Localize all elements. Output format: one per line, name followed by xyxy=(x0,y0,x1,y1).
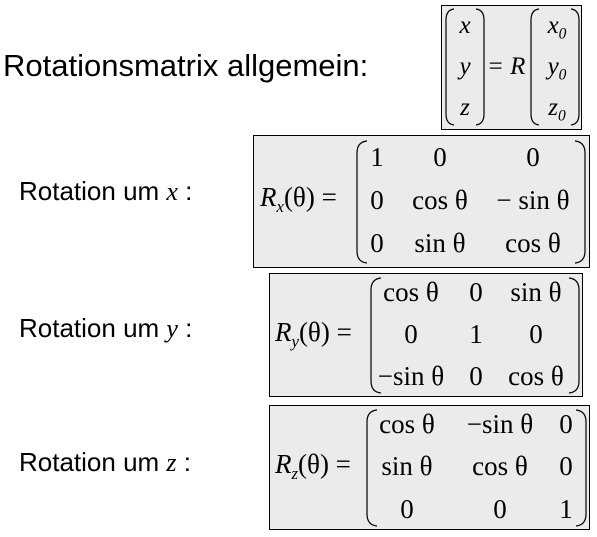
ry-r2c2: 1 xyxy=(469,319,483,349)
rz-r2c3: 0 xyxy=(559,451,573,481)
rotation-z-formula: Rz(θ) = cos θ −sin θ 0 sin θ cos θ 0 0 0… xyxy=(269,405,590,530)
rotation-x-lhs: Rx(θ) = xyxy=(260,182,337,216)
rx-r2c2: cos θ xyxy=(412,185,468,215)
ry-r1c1: cos θ xyxy=(383,277,439,307)
rx-r1c1: 1 xyxy=(370,142,384,172)
rz-r3c1: 0 xyxy=(400,494,414,524)
ry-r2c3: 0 xyxy=(529,319,543,349)
rotation-x-left-paren xyxy=(356,140,368,264)
ry-r3c2: 0 xyxy=(469,361,483,391)
rx-r2c1: 0 xyxy=(370,185,384,215)
right-paren-lhs xyxy=(475,8,485,126)
rz-r1c3: 0 xyxy=(559,409,573,439)
rz-r1c2: −sin θ xyxy=(466,409,534,439)
rz-r3c2: 0 xyxy=(493,494,507,524)
rotation-x-formula: Rx(θ) = 1 0 0 0 cos θ − sin θ 0 sin θ co… xyxy=(253,135,590,268)
rotation-y-formula: Ry(θ) = cos θ 0 sin θ 0 1 0 −sin θ 0 cos… xyxy=(269,273,583,397)
rx-r3c1: 0 xyxy=(370,228,384,258)
rotation-z-label: Rotation um z : xyxy=(19,447,191,477)
right-paren-rhs xyxy=(570,8,580,126)
rotation-x-right-paren xyxy=(574,140,586,264)
rx-r3c2: sin θ xyxy=(414,228,466,258)
rx-r1c3: 0 xyxy=(526,142,540,172)
ry-r3c1: −sin θ xyxy=(377,361,445,391)
ry-r3c3: cos θ xyxy=(508,361,564,391)
rotation-y-left-paren xyxy=(370,277,382,394)
rotation-y-right-paren xyxy=(568,277,580,394)
rotation-y-lhs: Ry(θ) = xyxy=(275,317,352,351)
left-paren-rhs xyxy=(530,8,540,126)
vector-entry-y: y xyxy=(459,53,471,80)
rx-r3c3: cos θ xyxy=(505,228,561,258)
left-paren-lhs xyxy=(445,8,455,126)
equals-R: = R xyxy=(487,53,526,80)
ry-r1c2: 0 xyxy=(469,277,483,307)
rz-r3c3: 1 xyxy=(559,494,573,524)
ry-r2c1: 0 xyxy=(404,319,418,349)
rx-r1c2: 0 xyxy=(433,142,447,172)
rz-r2c2: cos θ xyxy=(472,451,528,481)
ry-r1c3: sin θ xyxy=(510,277,562,307)
rotation-z-left-paren xyxy=(366,409,378,527)
rz-r1c1: cos θ xyxy=(379,409,435,439)
rotation-x-label: Rotation um x : xyxy=(19,176,193,206)
rz-r2c1: sin θ xyxy=(381,451,433,481)
vector-entry-z: z xyxy=(460,94,470,121)
vector-entry-x0: x0 xyxy=(547,12,567,43)
rotation-y-label: Rotation um y : xyxy=(19,313,193,343)
rotation-z-right-paren xyxy=(575,409,587,527)
page-title: Rotationsmatrix allgemein: xyxy=(3,48,369,83)
rx-r2c3: − sin θ xyxy=(496,185,570,215)
vector-entry-z0: z0 xyxy=(548,94,566,125)
vector-entry-y0: y0 xyxy=(547,53,567,84)
vector-entry-x: x xyxy=(459,12,471,39)
rotation-z-lhs: Rz(θ) = xyxy=(275,449,351,483)
general-rotation-formula: x y z = R x0 y0 z0 xyxy=(441,5,582,130)
